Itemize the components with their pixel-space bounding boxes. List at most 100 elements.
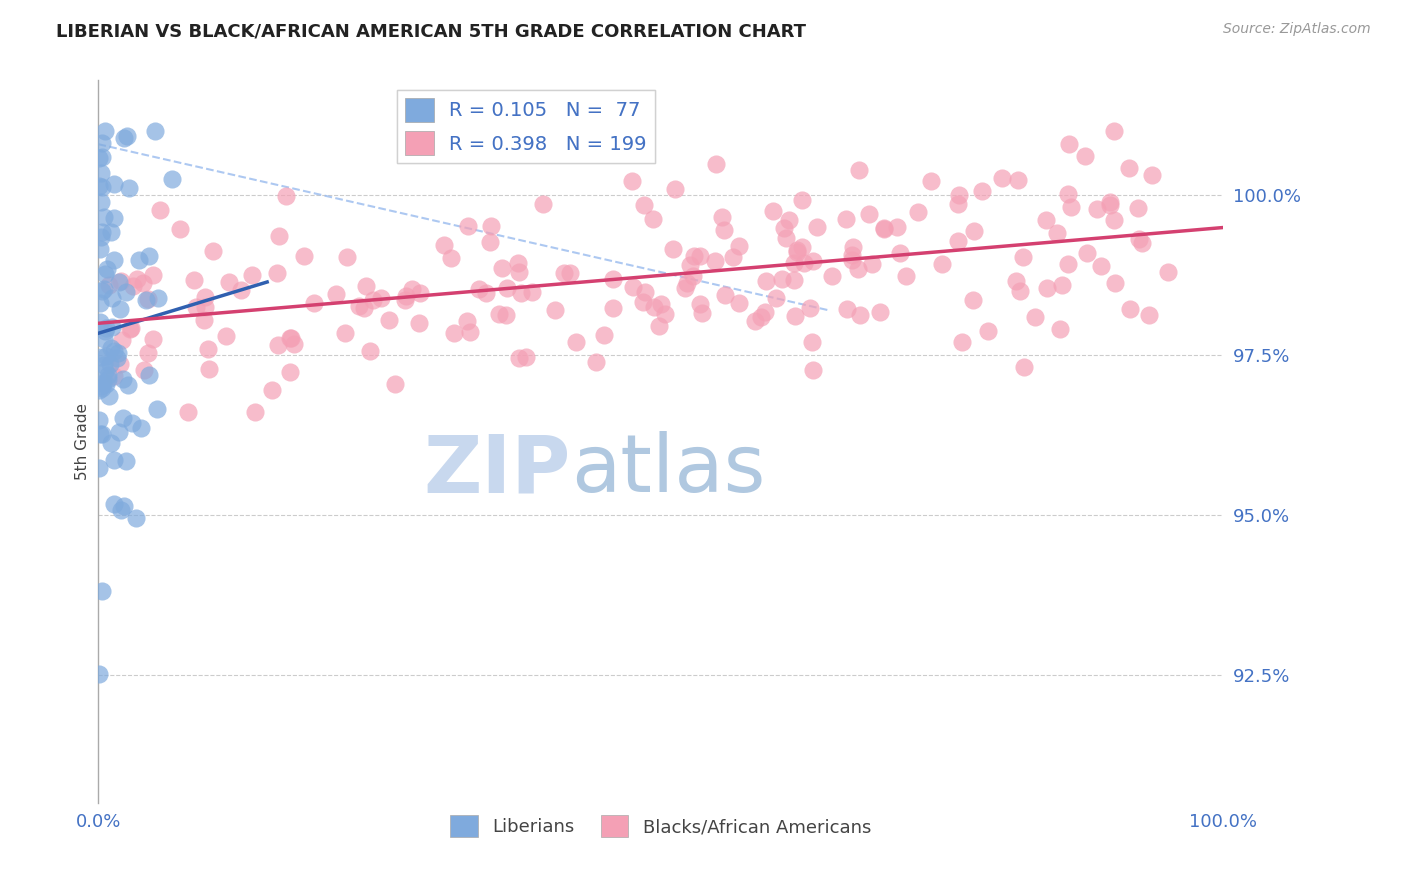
Point (762, 203, 785, 218)
Point (218, 276, 240, 290)
Point (294, 249, 316, 263)
Point (183, 273, 205, 287)
Point (682, 268, 704, 283)
Point (194, 300, 217, 314)
Point (765, 291, 787, 305)
Point (976, 324, 998, 338)
Point (991, 171, 1014, 186)
Point (801, 253, 824, 268)
Point (727, 296, 749, 310)
Point (778, 213, 800, 227)
Point (135, 293, 157, 308)
Point (873, 220, 896, 235)
Point (869, 305, 891, 319)
Point (1046, 227, 1069, 241)
Point (103, 177, 125, 191)
Point (643, 212, 665, 227)
Point (262, 383, 284, 397)
Point (727, 239, 749, 253)
Point (394, 293, 416, 307)
Point (650, 296, 672, 310)
Point (495, 308, 517, 322)
Point (962, 293, 984, 308)
Point (117, 378, 139, 392)
Point (946, 234, 969, 248)
Point (359, 343, 381, 358)
Point (142, 268, 165, 282)
Point (197, 343, 219, 357)
Point (479, 235, 502, 249)
Point (266, 266, 288, 280)
Point (89, 427, 111, 442)
Point (90, 229, 112, 244)
Point (948, 187, 970, 202)
Point (103, 369, 125, 384)
Point (90, 350, 112, 364)
Point (142, 332, 165, 346)
Point (146, 291, 169, 305)
Point (1057, 137, 1080, 152)
Point (1024, 310, 1046, 324)
Point (835, 212, 858, 227)
Point (89, 243, 111, 257)
Point (112, 130, 135, 145)
Point (131, 421, 153, 435)
Point (1142, 168, 1164, 182)
Point (347, 299, 370, 313)
Point (1128, 232, 1150, 246)
Point (714, 288, 737, 302)
Point (120, 322, 142, 336)
Point (114, 453, 136, 467)
Point (97, 368, 120, 383)
Point (378, 313, 401, 327)
Point (948, 196, 970, 211)
Point (125, 271, 148, 285)
Point (433, 237, 456, 252)
Point (1104, 276, 1126, 290)
Point (1098, 195, 1121, 210)
Point (240, 268, 263, 282)
Point (689, 249, 711, 263)
Point (1010, 284, 1032, 298)
Text: LIBERIAN VS BLACK/AFRICAN AMERICAN 5TH GRADE CORRELATION CHART: LIBERIAN VS BLACK/AFRICAN AMERICAN 5TH G… (56, 22, 806, 40)
Point (801, 362, 824, 376)
Point (1085, 202, 1108, 217)
Point (931, 257, 953, 271)
Point (723, 250, 745, 264)
Point (800, 335, 823, 350)
Point (90, 136, 112, 151)
Point (117, 181, 139, 195)
Point (1035, 212, 1057, 227)
Point (457, 219, 479, 233)
Point (93, 210, 115, 224)
Point (169, 222, 191, 236)
Point (93, 364, 115, 378)
Point (706, 157, 728, 171)
Point (488, 307, 510, 321)
Point (90, 583, 112, 598)
Point (860, 257, 883, 271)
Point (89, 412, 111, 426)
Point (131, 276, 153, 290)
Point (89, 315, 111, 329)
Point (110, 274, 132, 288)
Point (683, 249, 706, 263)
Point (786, 244, 808, 259)
Point (950, 334, 973, 349)
Point (602, 301, 624, 316)
Point (963, 224, 986, 238)
Point (506, 255, 529, 269)
Point (100, 291, 122, 305)
Point (894, 269, 917, 284)
Point (508, 265, 530, 279)
Point (193, 313, 215, 327)
Point (93, 333, 115, 347)
Point (564, 335, 586, 350)
Text: atlas: atlas (571, 432, 765, 509)
Point (148, 202, 170, 217)
Point (1049, 322, 1071, 336)
Point (770, 272, 793, 286)
Point (198, 361, 221, 376)
Point (105, 351, 128, 366)
Point (621, 280, 644, 294)
